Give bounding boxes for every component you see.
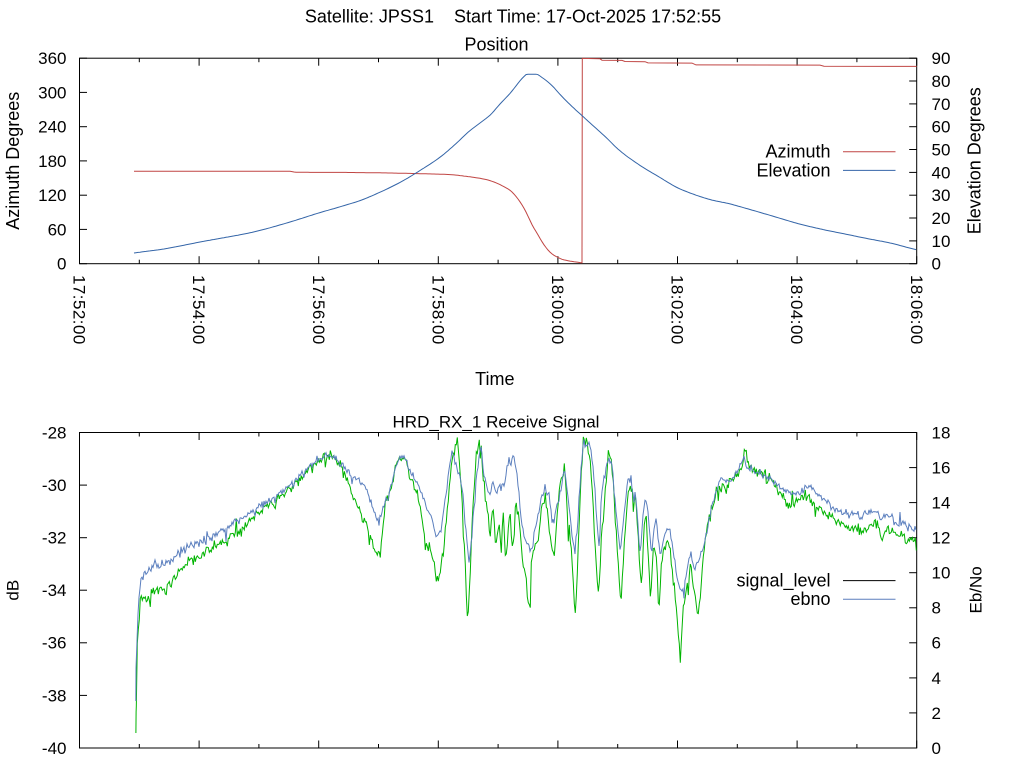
svg-text:Azimuth: Azimuth	[765, 142, 830, 162]
svg-text:18:02:00: 18:02:00	[668, 275, 687, 345]
svg-text:20: 20	[932, 209, 951, 228]
svg-text:30: 30	[932, 186, 951, 205]
svg-text:40: 40	[932, 163, 951, 182]
svg-text:60: 60	[48, 220, 67, 239]
svg-text:Satellite: JPSS1 Start Time: Satellite: JPSS1 Start Time: 17-Oct-2025…	[305, 7, 721, 27]
svg-text:-28: -28	[42, 423, 67, 442]
svg-text:Elevation Degrees: Elevation Degrees	[965, 87, 985, 234]
svg-text:18:00:00: 18:00:00	[548, 275, 567, 345]
svg-text:ebno: ebno	[790, 589, 830, 609]
svg-text:8: 8	[932, 599, 941, 618]
svg-text:10: 10	[932, 232, 951, 251]
svg-text:240: 240	[38, 118, 66, 137]
svg-text:signal_level: signal_level	[736, 571, 830, 592]
svg-text:17:54:00: 17:54:00	[189, 275, 208, 345]
svg-text:120: 120	[38, 186, 66, 205]
svg-text:360: 360	[38, 49, 66, 68]
svg-text:16: 16	[932, 458, 951, 477]
svg-text:-30: -30	[42, 476, 67, 495]
svg-text:Time: Time	[475, 369, 514, 389]
svg-text:12: 12	[932, 529, 951, 548]
svg-text:18:06:00: 18:06:00	[907, 275, 926, 345]
svg-text:90: 90	[932, 49, 951, 68]
svg-text:2: 2	[932, 704, 941, 723]
svg-text:6: 6	[932, 634, 941, 653]
svg-text:180: 180	[38, 152, 66, 171]
svg-text:18: 18	[932, 423, 951, 442]
svg-text:-40: -40	[42, 739, 67, 758]
svg-text:0: 0	[932, 255, 941, 274]
svg-text:4: 4	[932, 669, 941, 688]
svg-text:14: 14	[932, 494, 951, 513]
svg-text:300: 300	[38, 83, 66, 102]
svg-text:0: 0	[57, 255, 66, 274]
svg-text:Position: Position	[464, 35, 528, 55]
svg-text:-32: -32	[42, 529, 67, 548]
svg-text:Azimuth Degrees: Azimuth Degrees	[3, 92, 23, 230]
svg-text:17:56:00: 17:56:00	[309, 275, 328, 345]
svg-text:Eb/No: Eb/No	[967, 566, 986, 613]
svg-text:50: 50	[932, 140, 951, 159]
svg-text:17:52:00: 17:52:00	[70, 275, 89, 345]
svg-text:dB: dB	[3, 580, 22, 601]
svg-text:70: 70	[932, 95, 951, 114]
svg-text:-38: -38	[42, 686, 67, 705]
svg-text:80: 80	[932, 72, 951, 91]
svg-text:HRD_RX_1 Receive Signal: HRD_RX_1 Receive Signal	[393, 413, 600, 432]
svg-text:Elevation: Elevation	[756, 160, 830, 180]
svg-text:10: 10	[932, 564, 951, 583]
svg-text:0: 0	[932, 739, 941, 758]
svg-text:-36: -36	[42, 634, 67, 653]
svg-text:-34: -34	[42, 581, 67, 600]
svg-text:18:04:00: 18:04:00	[787, 275, 806, 345]
svg-text:17:58:00: 17:58:00	[428, 275, 447, 345]
svg-text:60: 60	[932, 118, 951, 137]
